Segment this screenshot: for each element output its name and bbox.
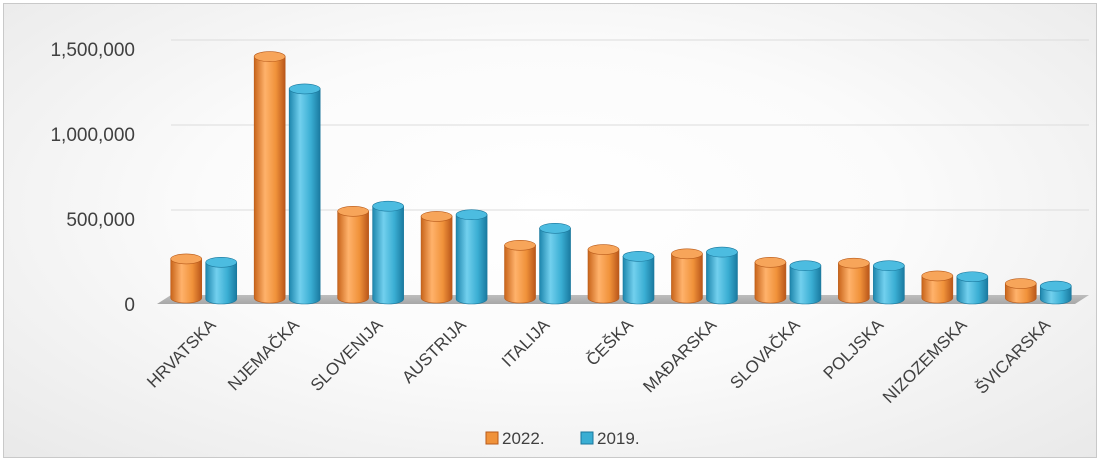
x-tick-label: SLOVAČKA bbox=[726, 315, 804, 393]
bar bbox=[671, 248, 703, 304]
bar-body bbox=[337, 211, 369, 304]
bar bbox=[455, 209, 488, 305]
bar bbox=[587, 244, 620, 304]
bar-top bbox=[1039, 280, 1072, 292]
x-tick-label: NIZOZEMSKA bbox=[879, 315, 971, 407]
bar-body bbox=[956, 276, 989, 305]
y-axis: 0 500,000 1,000,000 1,500,000 bbox=[50, 40, 135, 316]
x-tick-label: NJEMAČKA bbox=[224, 315, 303, 394]
bar-top bbox=[253, 51, 286, 62]
gridlines bbox=[171, 39, 1089, 211]
bar-body bbox=[789, 265, 822, 305]
bar-top bbox=[539, 223, 571, 234]
bar-body bbox=[587, 249, 620, 304]
bar-body bbox=[706, 251, 738, 305]
bar-top bbox=[754, 256, 787, 268]
bar-body bbox=[754, 262, 787, 304]
bar-body bbox=[838, 262, 870, 304]
bar-body bbox=[455, 214, 488, 305]
x-tick-label: ITALIJA bbox=[498, 315, 554, 371]
bar bbox=[253, 51, 286, 304]
bar bbox=[706, 246, 738, 305]
bar bbox=[205, 256, 238, 305]
bar-top bbox=[789, 260, 822, 272]
bar bbox=[170, 253, 203, 304]
y-tick-label: 500,000 bbox=[66, 210, 135, 231]
bar-top bbox=[1004, 278, 1037, 289]
x-axis: HRVATSKA NJEMAČKA SLOVENIJA AUSTRIJA ITALIJA… bbox=[143, 315, 1054, 407]
bar-body bbox=[253, 56, 286, 304]
bar bbox=[372, 200, 404, 305]
bar bbox=[789, 260, 822, 305]
x-tick-label: SLOVENIJA bbox=[307, 315, 387, 395]
x-tick-label: AUSTRIJA bbox=[398, 315, 470, 387]
legend-swatch bbox=[580, 431, 594, 445]
bar-top bbox=[455, 209, 488, 220]
y-tick-label: 1,500,000 bbox=[50, 40, 135, 61]
bar-top bbox=[838, 257, 870, 269]
bar-top bbox=[337, 206, 369, 217]
bar-body bbox=[921, 275, 954, 304]
bar bbox=[337, 206, 369, 304]
bar bbox=[622, 251, 655, 305]
bar-body bbox=[504, 245, 536, 304]
bar bbox=[420, 211, 453, 304]
bar-chart: 0 500,000 1,000,000 1,500,000 HRVATSKA NJEMA… bbox=[50, 39, 1089, 448]
bar-body bbox=[1004, 283, 1037, 304]
legend-swatch bbox=[485, 431, 499, 445]
x-tick-label: ŠVICARSKA bbox=[972, 315, 1055, 398]
bar-top bbox=[420, 211, 453, 222]
y-tick-label: 1,000,000 bbox=[50, 125, 135, 146]
bar bbox=[288, 83, 321, 305]
bar bbox=[838, 257, 870, 304]
x-tick-label: HRVATSKA bbox=[143, 315, 220, 392]
bar-top bbox=[372, 200, 404, 212]
legend: 2022. 2019. bbox=[485, 429, 640, 448]
bar bbox=[1004, 278, 1037, 304]
bar-top bbox=[873, 260, 905, 272]
bar-top bbox=[921, 270, 954, 282]
bar-body bbox=[205, 262, 238, 305]
bar-body bbox=[288, 88, 321, 305]
bar bbox=[956, 271, 989, 305]
bar-body bbox=[170, 258, 203, 304]
bar-top bbox=[956, 271, 989, 283]
bar bbox=[1039, 280, 1072, 305]
bars bbox=[170, 51, 1072, 305]
legend-label: 2019. bbox=[597, 429, 640, 448]
bar bbox=[873, 260, 905, 305]
bar bbox=[754, 256, 787, 304]
legend-item: 2019. bbox=[580, 429, 640, 448]
bar-top bbox=[587, 244, 620, 255]
legend-item: 2022. bbox=[485, 429, 545, 448]
x-tick-label: POLJSKA bbox=[820, 315, 888, 383]
bar-top bbox=[504, 240, 536, 251]
y-tick-label: 0 bbox=[124, 295, 135, 316]
x-tick-label: MAĐARSKA bbox=[639, 315, 720, 396]
bar-body bbox=[420, 216, 453, 304]
legend-label: 2022. bbox=[502, 429, 545, 448]
chart-frame: 0 500,000 1,000,000 1,500,000 HRVATSKA NJEMA… bbox=[3, 3, 1097, 458]
bar-top bbox=[622, 251, 655, 262]
bar-body bbox=[372, 205, 404, 305]
bar-body bbox=[622, 256, 655, 305]
bar-body bbox=[539, 228, 571, 305]
bar bbox=[921, 270, 954, 304]
x-tick-label: ČEŠKA bbox=[583, 315, 638, 370]
bar bbox=[539, 223, 571, 305]
bar-top bbox=[288, 83, 321, 95]
bar-top bbox=[706, 246, 738, 258]
bar-body bbox=[873, 265, 905, 305]
bar-top bbox=[205, 256, 238, 268]
bar-body bbox=[671, 253, 703, 304]
bar bbox=[504, 240, 536, 304]
bar-top bbox=[671, 248, 703, 260]
bar-top bbox=[170, 253, 203, 265]
